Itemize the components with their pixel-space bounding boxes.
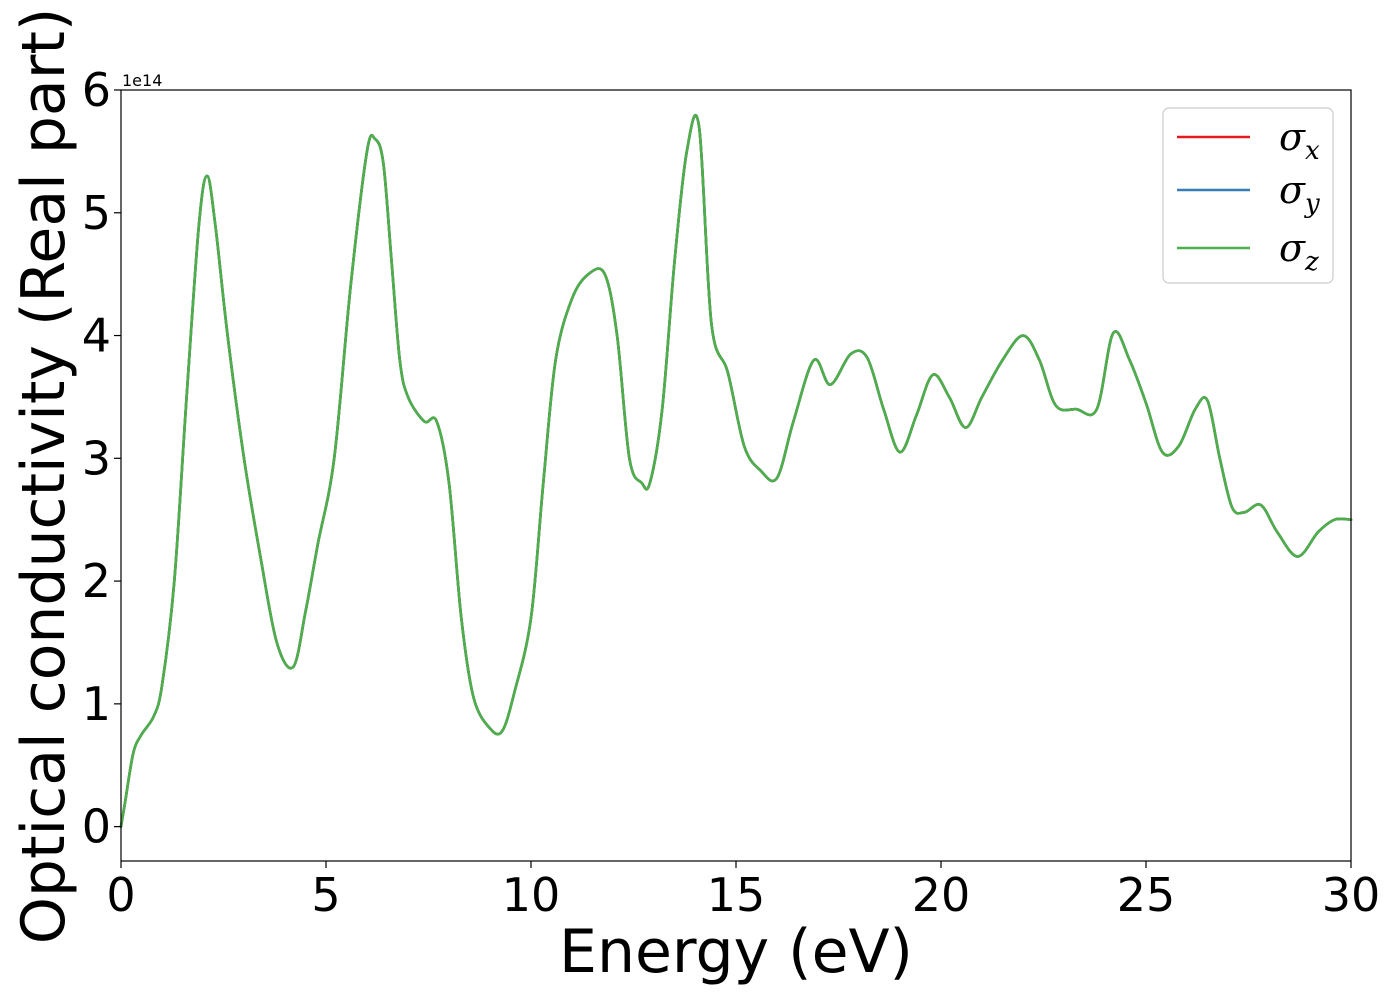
y-axis-offset-label: 1e14 xyxy=(122,71,162,90)
legend-symbol: σ xyxy=(1279,226,1306,270)
series-layer xyxy=(119,113,1353,828)
x-axis-ticks: 0 5 10 15 20 25 30 xyxy=(106,861,1380,922)
series-line-z xyxy=(119,113,1353,828)
legend-label-y: σy xyxy=(1279,168,1320,219)
y-tick-label: 2 xyxy=(82,554,111,608)
x-tick-label: 20 xyxy=(912,868,971,922)
y-tick-label: 6 xyxy=(82,63,111,117)
legend-subscript: z xyxy=(1304,247,1319,277)
y-tick-label: 1 xyxy=(82,677,111,731)
legend-label-x: σx xyxy=(1279,115,1320,166)
x-tick-label: 10 xyxy=(502,868,561,922)
y-tick-label: 5 xyxy=(82,186,111,240)
legend-label-z: σz xyxy=(1279,226,1319,277)
legend-subscript: x xyxy=(1305,136,1320,166)
x-axis-title: Energy (eV) xyxy=(559,917,913,987)
x-tick-label: 30 xyxy=(1322,868,1381,922)
x-tick-label: 0 xyxy=(106,868,135,922)
y-tick-label: 0 xyxy=(82,800,111,854)
x-tick-label: 15 xyxy=(707,868,766,922)
x-tick-label: 25 xyxy=(1117,868,1176,922)
y-axis-ticks: 0 1 2 3 4 5 6 xyxy=(82,63,121,854)
legend-subscript: y xyxy=(1304,189,1320,219)
legend-symbol: σ xyxy=(1279,168,1306,212)
x-tick-label: 5 xyxy=(311,868,340,922)
legend-box xyxy=(1162,107,1334,284)
legend-symbol: σ xyxy=(1279,115,1306,159)
y-axis-title: Optical conductivity (Real part) xyxy=(9,8,79,945)
y-tick-label: 4 xyxy=(82,309,111,363)
y-tick-label: 3 xyxy=(82,431,111,485)
